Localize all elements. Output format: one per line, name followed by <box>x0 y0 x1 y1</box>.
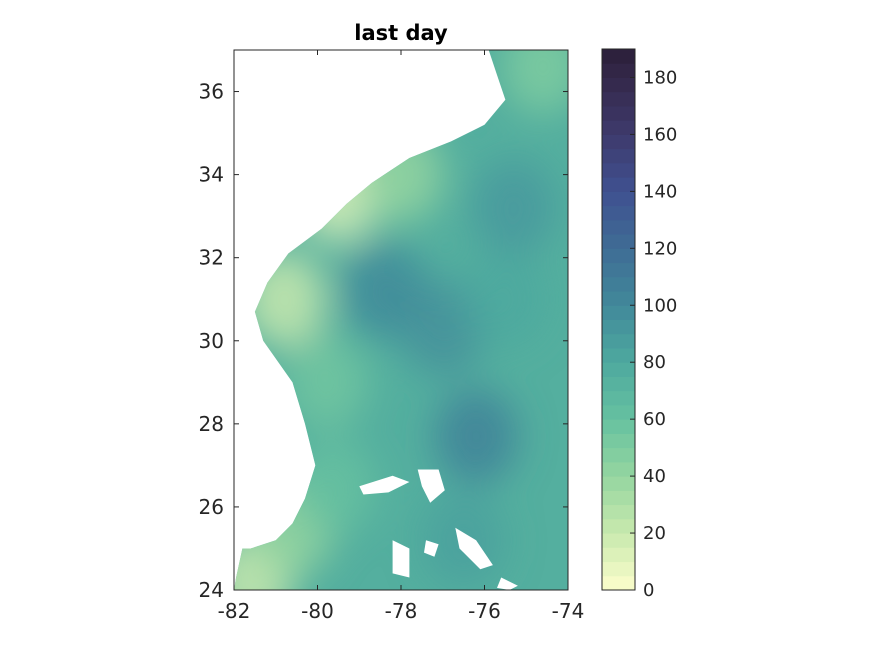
x-tick-label: -82 <box>218 599 251 623</box>
colorbar-level <box>602 276 635 292</box>
colorbar-level <box>602 49 635 64</box>
colorbar-level <box>602 162 635 178</box>
colorbar-level <box>602 248 635 264</box>
field-cell <box>283 334 368 431</box>
colorbar-level <box>602 376 635 392</box>
colorbar-tick-label: 80 <box>643 352 666 373</box>
field-cell <box>434 388 519 485</box>
colorbar-tick-label: 60 <box>643 409 666 430</box>
colorbar-tick-label: 180 <box>643 67 677 88</box>
colorbar-level <box>602 333 635 349</box>
colorbar-frame <box>601 48 636 591</box>
colorbar-level <box>602 362 635 377</box>
colorbar-level <box>602 518 635 534</box>
colorbar-level <box>602 490 635 506</box>
colorbar-level <box>602 319 635 335</box>
land-overlay <box>359 469 518 590</box>
y-tick-label: 36 <box>199 80 224 104</box>
map-axes: -82 -80 -78 -76 -74 24 26 28 30 32 34 36 <box>199 49 585 623</box>
y-tick-label: 34 <box>199 163 224 187</box>
colorbar-level <box>602 461 635 477</box>
colorbar-level <box>602 561 635 577</box>
colorbar-level <box>602 63 635 78</box>
land-island <box>497 577 518 590</box>
colorbar-tick-label: 160 <box>643 124 677 145</box>
colorbar-level <box>602 148 635 164</box>
land-island <box>417 469 445 503</box>
y-axis-ticks: 24 26 28 30 32 34 36 <box>199 80 568 602</box>
colorbar-tick-label: 0 <box>643 580 654 601</box>
colorbar-level <box>602 533 635 548</box>
field-cell <box>471 159 556 256</box>
colorbar-level <box>602 390 635 406</box>
colorbar-level <box>602 547 635 563</box>
colorbar-tick-label: 40 <box>643 466 666 487</box>
colorbar-level <box>602 447 635 463</box>
colorbar-level <box>602 105 635 121</box>
land-island <box>359 475 410 495</box>
colorbar-tick-label: 100 <box>643 295 677 316</box>
y-tick-label: 28 <box>199 412 224 436</box>
x-tick-label: -78 <box>385 599 418 623</box>
x-tick-label: -76 <box>468 599 501 623</box>
y-tick-label: 24 <box>199 578 224 602</box>
colorbar: 0 20 40 60 80 100 120 140 160 180 <box>601 48 677 601</box>
colorbar-level <box>602 219 635 235</box>
colorbar-tick-label: 140 <box>643 181 677 202</box>
colorbar-level <box>602 262 635 278</box>
colorbar-level <box>602 305 635 320</box>
colorbar-level <box>602 476 635 491</box>
field-cell <box>501 50 568 115</box>
y-tick-label: 26 <box>199 495 224 519</box>
colorbar-level <box>602 91 635 107</box>
colorbar-level <box>602 575 635 591</box>
y-tick-label: 32 <box>199 246 224 270</box>
y-tick-label: 30 <box>199 329 224 353</box>
x-axis-ticks: -82 -80 -78 -76 -74 <box>218 50 585 623</box>
colorbar-level <box>602 120 635 135</box>
colorbar-tick-label: 120 <box>643 238 677 259</box>
land-island <box>455 527 493 570</box>
field-cell <box>463 251 548 348</box>
colorbar-level <box>602 404 635 420</box>
colorbar-level <box>602 205 635 221</box>
land-island <box>424 540 439 557</box>
colorbar-ticks: 0 20 40 60 80 100 120 140 160 180 <box>630 67 677 601</box>
land-island <box>392 540 410 578</box>
colorbar-level <box>602 191 635 207</box>
x-tick-label: -74 <box>552 599 585 623</box>
colorbar-level <box>602 134 635 150</box>
colorbar-level <box>602 234 635 249</box>
colorbar-level <box>602 433 635 449</box>
colorbar-level <box>602 347 635 363</box>
x-tick-label: -80 <box>301 599 334 623</box>
colorbar-tick-label: 20 <box>643 523 666 544</box>
colorbar-level <box>602 504 635 520</box>
colorbar-level <box>602 177 635 192</box>
chart-title: last day <box>354 21 448 45</box>
colorbar-level <box>602 77 635 93</box>
colorbar-levels <box>602 49 635 591</box>
colorbar-level <box>602 291 635 306</box>
colorbar-level <box>602 419 635 434</box>
